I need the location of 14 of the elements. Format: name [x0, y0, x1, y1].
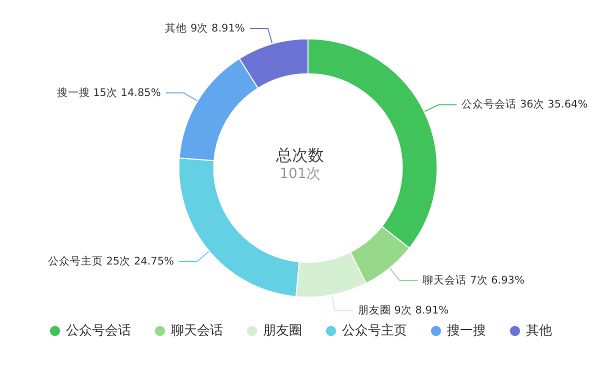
text: 总次数	[275, 146, 324, 164]
legend-label: 朋友圈	[263, 324, 302, 338]
category-label: 搜一搜 15次 14.85%	[56, 86, 161, 99]
category-label: 朋友圈 9次 8.91%	[358, 304, 449, 317]
legend-label: 聊天会话	[171, 324, 223, 338]
text: 101次	[280, 166, 320, 182]
category-label: 聊天会话 7次 6.93%	[422, 274, 524, 286]
legend-label: 搜一搜	[447, 324, 486, 338]
category-label: 公众号主页 25次 24.75%	[48, 255, 174, 268]
legend-label: 公众号主页	[342, 322, 407, 338]
category-label: 公众号会话 36次 35.64%	[462, 98, 588, 111]
legend-label: 公众号会话	[66, 324, 131, 338]
legend-label: 其他	[526, 324, 552, 338]
category-label: 其他 9次 8.91%	[165, 22, 245, 35]
